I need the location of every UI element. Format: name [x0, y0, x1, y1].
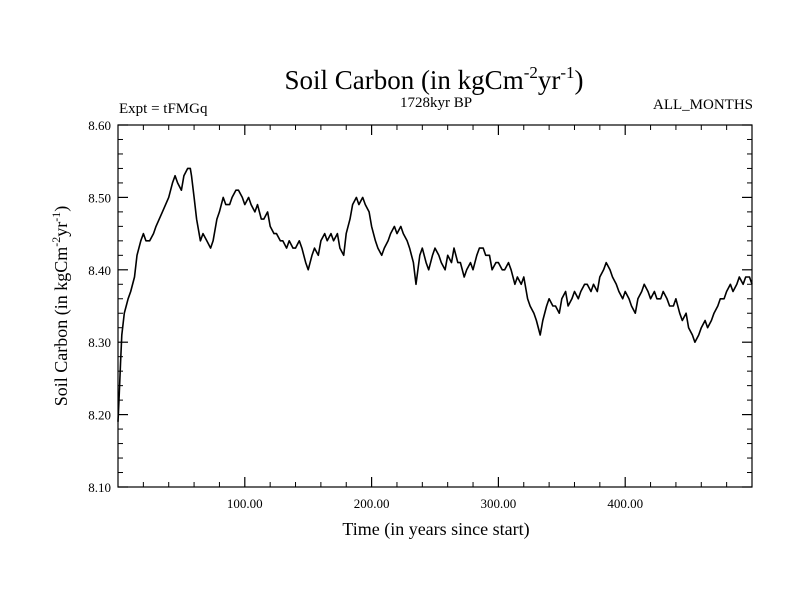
chart-title: Soil Carbon (in kgCm-2yr-1) — [284, 63, 583, 95]
x-axis-title: Time (in years since start) — [342, 519, 529, 540]
y-axis-title: Soil Carbon (in kgCm-2yr-1) — [49, 206, 72, 407]
y-tick-label: 8.50 — [88, 190, 111, 205]
y-tick-label: 8.40 — [88, 263, 111, 278]
x-tick-label: 100.00 — [227, 496, 263, 511]
svg-text:Soil Carbon (in kgCm-2yr-1): Soil Carbon (in kgCm-2yr-1) — [284, 63, 583, 95]
axes: 100.00 200.00 300.00 400.00 8.10 8.20 8.30 8.40… — [88, 118, 752, 511]
y-tick-label: 8.20 — [88, 408, 111, 423]
y-title-exponent-2: -1 — [49, 212, 63, 222]
x-tick-label: 400.00 — [607, 496, 643, 511]
title-close: ) — [575, 65, 584, 95]
plot-frame — [117, 124, 753, 488]
series-layer — [117, 167, 753, 422]
y-tick-label: 8.30 — [88, 335, 111, 350]
series-line — [117, 167, 753, 422]
title-text: Soil Carbon (in kgCm — [284, 65, 523, 95]
y-title-exponent-1: -2 — [49, 237, 63, 247]
title-exponent-1: -2 — [524, 63, 538, 82]
title-text-yr: yr — [538, 65, 561, 95]
y-title-text: Soil Carbon (in kgCm — [51, 247, 72, 407]
x-tick-label: 200.00 — [354, 496, 390, 511]
y-title-text-yr: yr — [51, 222, 71, 237]
experiment-label: Expt = tFMGq — [119, 101, 208, 117]
months-label: ALL_MONTHS — [653, 97, 753, 113]
title-exponent-2: -1 — [560, 63, 574, 82]
period-label: 1728kyr BP — [400, 95, 472, 111]
y-tick-label: 8.10 — [88, 480, 111, 495]
y-title-close: ) — [51, 206, 72, 212]
x-tick-label: 300.00 — [481, 496, 517, 511]
y-tick-label: 8.60 — [88, 118, 111, 133]
